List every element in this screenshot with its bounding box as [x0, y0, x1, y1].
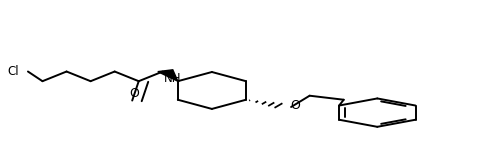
- Polygon shape: [158, 70, 178, 81]
- Text: Cl: Cl: [7, 65, 19, 78]
- Text: NH: NH: [164, 72, 182, 85]
- Text: O: O: [290, 99, 300, 112]
- Text: O: O: [129, 87, 139, 100]
